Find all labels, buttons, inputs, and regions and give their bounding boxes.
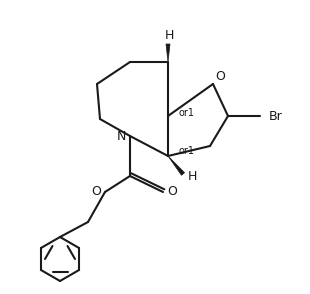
Text: or1: or1 (178, 146, 194, 156)
Polygon shape (168, 156, 184, 175)
Text: Br: Br (269, 109, 283, 123)
Text: O: O (91, 185, 101, 198)
Text: H: H (164, 29, 174, 41)
Text: O: O (215, 69, 225, 83)
Text: or1: or1 (178, 108, 194, 118)
Text: H: H (187, 170, 197, 183)
Text: O: O (167, 185, 177, 198)
Polygon shape (166, 44, 170, 62)
Text: N: N (116, 129, 126, 143)
